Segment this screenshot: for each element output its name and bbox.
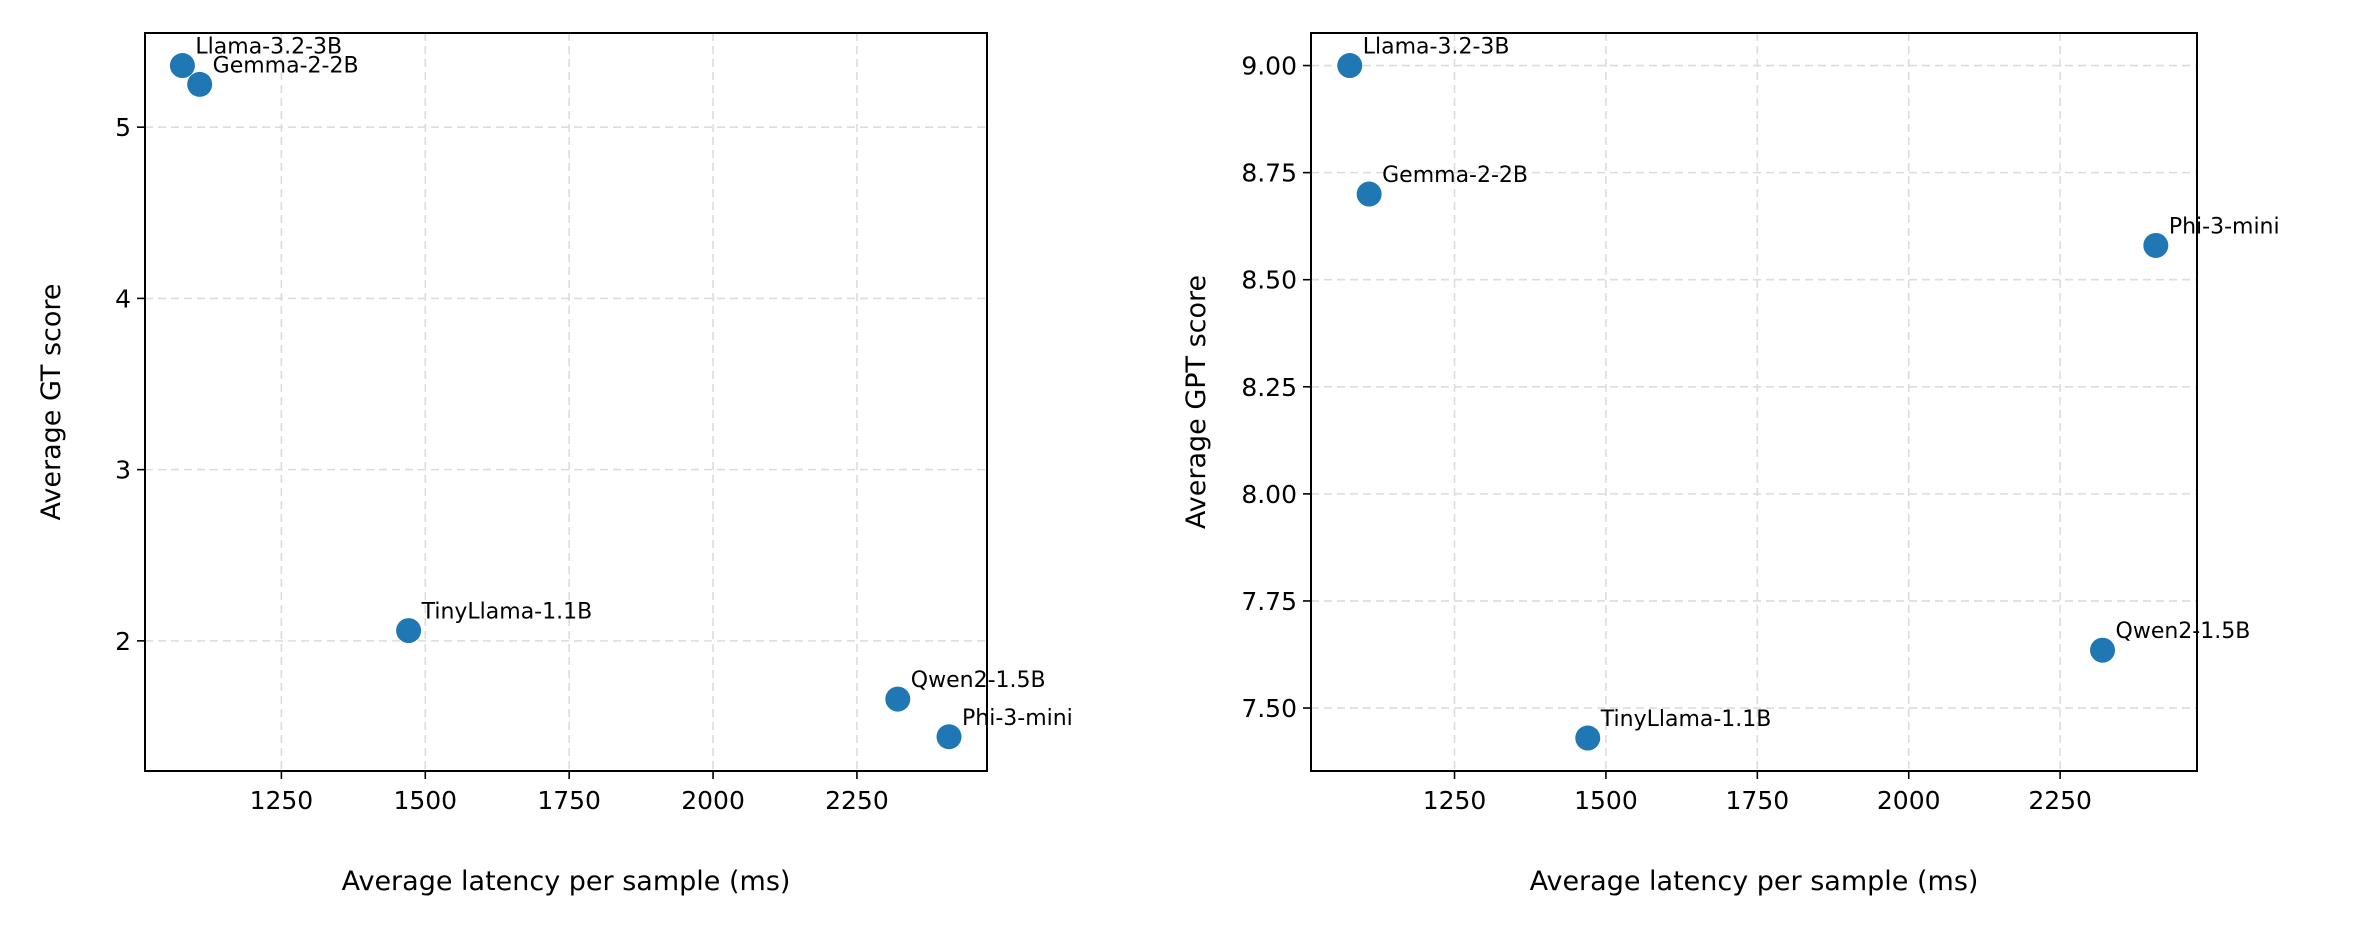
point-label: TinyLlama-1.1B	[421, 600, 593, 625]
x-tick-label: 2250	[2028, 786, 2092, 815]
x-tick-label: 2000	[681, 786, 745, 815]
y-tick-label: 8.50	[1241, 266, 1297, 295]
y-tick-label: 2	[115, 627, 131, 656]
point-label: Phi-3-mini	[2169, 214, 2280, 239]
y-tick-label: 4	[115, 284, 131, 313]
point-label: Gemma-2-2B	[213, 53, 359, 78]
x-tick-label: 2000	[1877, 786, 1941, 815]
data-point	[169, 53, 195, 79]
point-label: Phi-3-mini	[962, 706, 1073, 731]
data-point	[1575, 725, 1601, 751]
y-tick-label: 8.75	[1241, 159, 1297, 188]
y-tick-label: 3	[115, 456, 131, 485]
point-label: Gemma-2-2B	[1382, 163, 1528, 188]
gt-score-scatter-plot: Average latency per sample (ms) Average …	[36, 32, 1073, 897]
point-label: Llama-3.2-3B	[195, 35, 342, 60]
x-tick-label: 1750	[1726, 786, 1790, 815]
data-point	[1337, 53, 1363, 79]
x-tick-label: 1250	[250, 786, 314, 815]
x-tick-label: 1500	[1574, 786, 1638, 815]
y-axis-label: Average GPT score	[1181, 275, 1212, 529]
point-label: Qwen2-1.5B	[2116, 619, 2251, 644]
x-tick-label: 1500	[393, 786, 457, 815]
gpt-score-scatter-plot: Average latency per sample (ms) Average …	[1181, 32, 2280, 897]
data-point	[187, 71, 213, 97]
y-tick-label: 8.25	[1241, 373, 1297, 402]
x-tick-label: 2250	[825, 786, 889, 815]
y-tick-label: 7.50	[1241, 694, 1297, 723]
x-axis-label: Average latency per sample (ms)	[342, 866, 791, 897]
y-tick-label: 8.00	[1241, 480, 1297, 509]
y-axis-label: Average GT score	[36, 283, 67, 520]
data-point	[2090, 637, 2116, 663]
y-tick-label: 7.75	[1241, 587, 1297, 616]
point-label: Qwen2-1.5B	[911, 668, 1046, 693]
axes-frame	[1310, 32, 2198, 772]
x-axis-label: Average latency per sample (ms)	[1530, 866, 1979, 897]
point-label: TinyLlama-1.1B	[1600, 707, 1772, 732]
y-tick-label: 9.00	[1241, 52, 1297, 81]
data-point	[2143, 232, 2169, 258]
y-tick-label: 5	[115, 113, 131, 142]
data-point	[396, 618, 422, 644]
x-tick-label: 1250	[1423, 786, 1487, 815]
x-tick-label: 1750	[537, 786, 601, 815]
data-point	[1356, 181, 1382, 207]
point-label: Llama-3.2-3B	[1363, 35, 1510, 60]
data-point	[936, 724, 962, 750]
axes-frame	[144, 32, 988, 772]
data-point	[885, 686, 911, 712]
